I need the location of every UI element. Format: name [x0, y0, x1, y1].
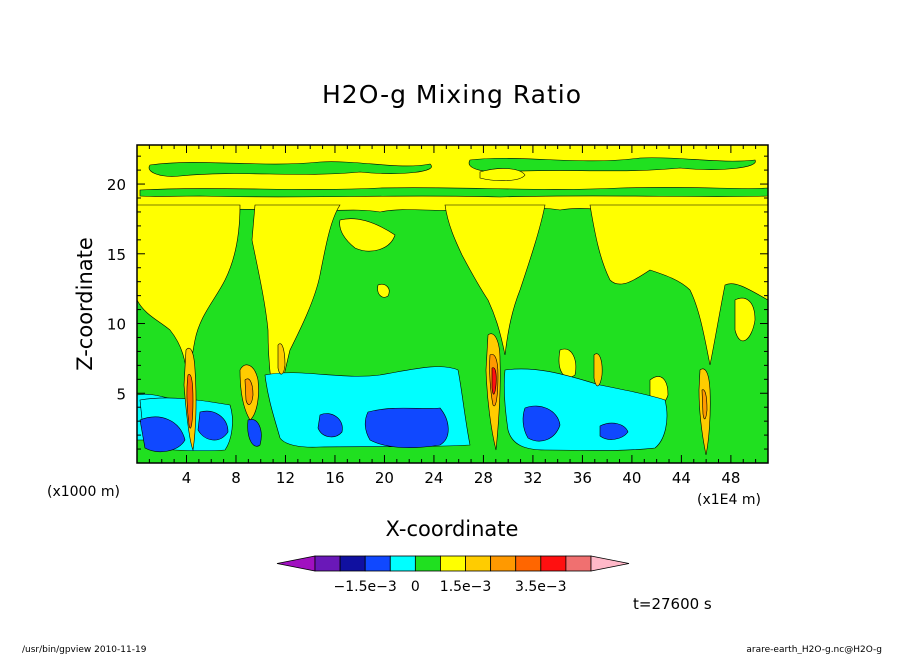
x-tick-label: 8 — [231, 469, 241, 487]
upper-green-streak-1 — [148, 161, 432, 177]
upper-yellow-layer — [137, 145, 768, 216]
plume-x46-core — [701, 389, 708, 420]
plume-x4-core — [186, 374, 194, 429]
contour-field — [137, 145, 768, 463]
time-label: t=27600 s — [633, 595, 712, 613]
y-tick-label: 10 — [107, 316, 126, 334]
upper-yellow-dot — [479, 168, 526, 181]
blue-pocket-2 — [197, 410, 229, 441]
colorbar-segment — [414, 555, 441, 572]
y-axis-ticks: 5 10 15 20 — [107, 155, 768, 450]
colorbar-tick-label: 1.5e−3 — [440, 579, 492, 595]
colorbar-segment — [515, 555, 542, 572]
blue-pocket-6 — [599, 422, 629, 440]
colorbar-tick-label: 3.5e−3 — [515, 579, 567, 595]
yellow-spot-2 — [558, 348, 577, 378]
blue-pocket-5 — [522, 405, 561, 442]
y-tick-label: 20 — [107, 176, 126, 194]
blue-pocket-3 — [317, 413, 343, 438]
colorbar-segment — [540, 555, 567, 572]
x-tick-label: 28 — [474, 469, 493, 487]
yellow-plume-right — [589, 204, 768, 366]
x-unit-right-label: (x1E4 m) — [697, 492, 761, 508]
yellow-plume-far-right — [734, 297, 756, 342]
x-tick-label: 20 — [375, 469, 394, 487]
colorbar — [276, 555, 630, 572]
upper-green-streak-3 — [139, 187, 768, 198]
colorbar-segment — [389, 555, 416, 572]
plume-x9-core — [244, 378, 254, 405]
yellow-patch-1 — [339, 218, 396, 252]
blue-pocket-1 — [139, 416, 186, 453]
colorbar-segment — [364, 555, 391, 572]
x-tick-label: 44 — [672, 469, 691, 487]
colorbar-under-triangle — [276, 555, 316, 572]
chart-title: H2O-g Mixing Ratio — [322, 80, 582, 109]
x-tick-label: 4 — [182, 469, 192, 487]
footer-right: arare-earth_H2O-g.nc@H2O-g — [746, 645, 882, 654]
x-tick-label: 36 — [573, 469, 592, 487]
colorbar-segment — [465, 555, 492, 572]
colorbar-segment — [490, 555, 517, 572]
plume-x36-core — [593, 353, 603, 387]
colorbar-over-triangle — [590, 555, 630, 572]
y-tick-label: 5 — [116, 385, 126, 403]
blue-pocket-7 — [247, 419, 262, 447]
plume-x12-core — [277, 343, 286, 375]
colorbar-tick-labels: −1.5e−3 0 1.5e−3 3.5e−3 — [334, 579, 567, 595]
blue-pocket-4 — [364, 407, 449, 449]
colorbar-tick-label: −1.5e−3 — [334, 579, 397, 595]
x-tick-label: 48 — [721, 469, 740, 487]
colorbar-segment — [440, 555, 466, 572]
x-axis-title: X-coordinate — [386, 517, 519, 541]
plume-x29-core — [491, 367, 497, 395]
y-tick-label: 15 — [107, 246, 126, 264]
colorbar-tick-label: 0 — [411, 579, 420, 595]
x-axis-ticks: 4 8 12 16 20 24 28 32 36 40 44 48 — [148, 145, 757, 487]
x-tick-label: 16 — [325, 469, 344, 487]
y-axis-title: Z-coordinate — [73, 237, 97, 371]
plot-frame — [136, 144, 769, 464]
x-unit-left-label: (x1000 m) — [47, 484, 120, 500]
x-tick-label: 40 — [622, 469, 641, 487]
colorbar-segment — [339, 555, 366, 572]
colorbar-segment — [314, 555, 341, 572]
x-tick-label: 32 — [523, 469, 542, 487]
yellow-spot-3 — [377, 283, 390, 298]
colorbar-segment — [565, 555, 592, 572]
yellow-plume-center — [444, 204, 546, 356]
x-tick-label: 24 — [424, 469, 443, 487]
x-tick-label: 12 — [276, 469, 295, 487]
footer-left: /usr/bin/gpview 2010-11-19 — [22, 645, 147, 654]
